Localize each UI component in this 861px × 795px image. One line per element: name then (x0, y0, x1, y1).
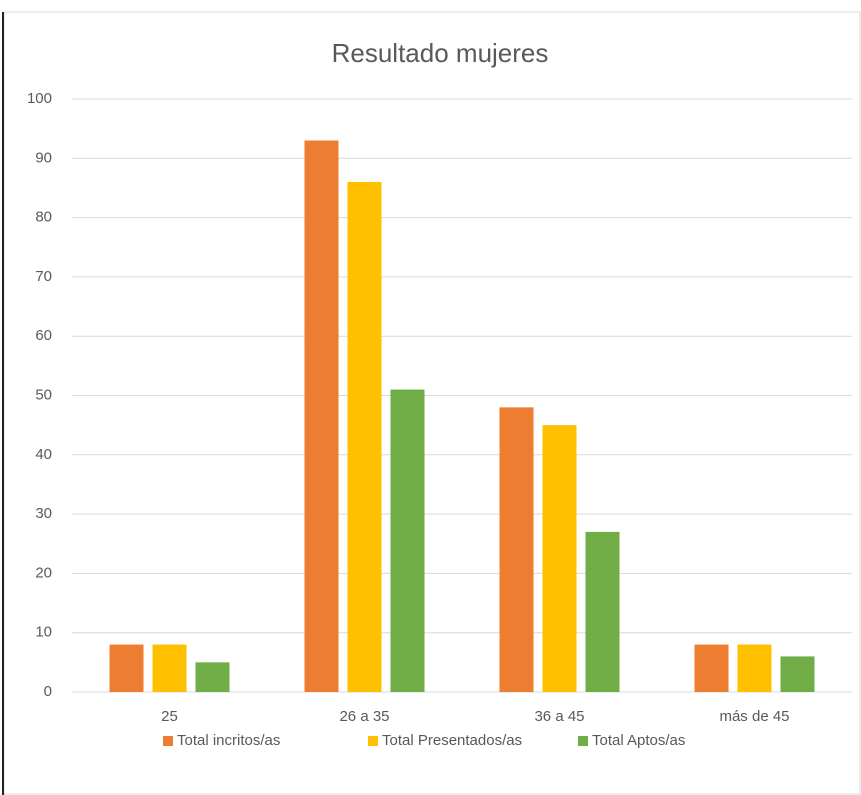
legend-swatch (163, 736, 173, 746)
x-tick-label: 25 (161, 708, 178, 725)
y-tick-label: 100 (27, 90, 52, 107)
bar (347, 182, 382, 692)
y-tick-label: 70 (35, 268, 52, 285)
x-tick-label: 36 a 45 (534, 708, 584, 725)
x-tick-label: 26 a 35 (339, 708, 389, 725)
x-tick-label: más de 45 (719, 708, 789, 725)
bar (737, 644, 772, 692)
legend-label: Total Presentados/as (382, 732, 522, 749)
bar (109, 644, 144, 692)
y-tick-label: 20 (35, 564, 52, 581)
bar (585, 531, 620, 692)
bar (152, 644, 187, 692)
bar (195, 662, 230, 692)
bar (542, 425, 577, 692)
bar (499, 407, 534, 692)
y-tick-label: 90 (35, 149, 52, 166)
bar (390, 389, 425, 692)
y-tick-label: 10 (35, 624, 52, 641)
legend-label: Total Aptos/as (592, 732, 685, 749)
bar (304, 140, 339, 692)
y-tick-label: 40 (35, 446, 52, 463)
legend-swatch (368, 736, 378, 746)
y-tick-label: 80 (35, 209, 52, 226)
bar (780, 656, 815, 692)
legend-swatch (578, 736, 588, 746)
bar (694, 644, 729, 692)
y-tick-label: 0 (44, 683, 52, 700)
y-tick-label: 30 (35, 505, 52, 522)
y-tick-label: 60 (35, 327, 52, 344)
legend-label: Total incritos/as (177, 732, 280, 749)
chart-title: Resultado mujeres (332, 38, 549, 68)
y-tick-label: 50 (35, 386, 52, 403)
